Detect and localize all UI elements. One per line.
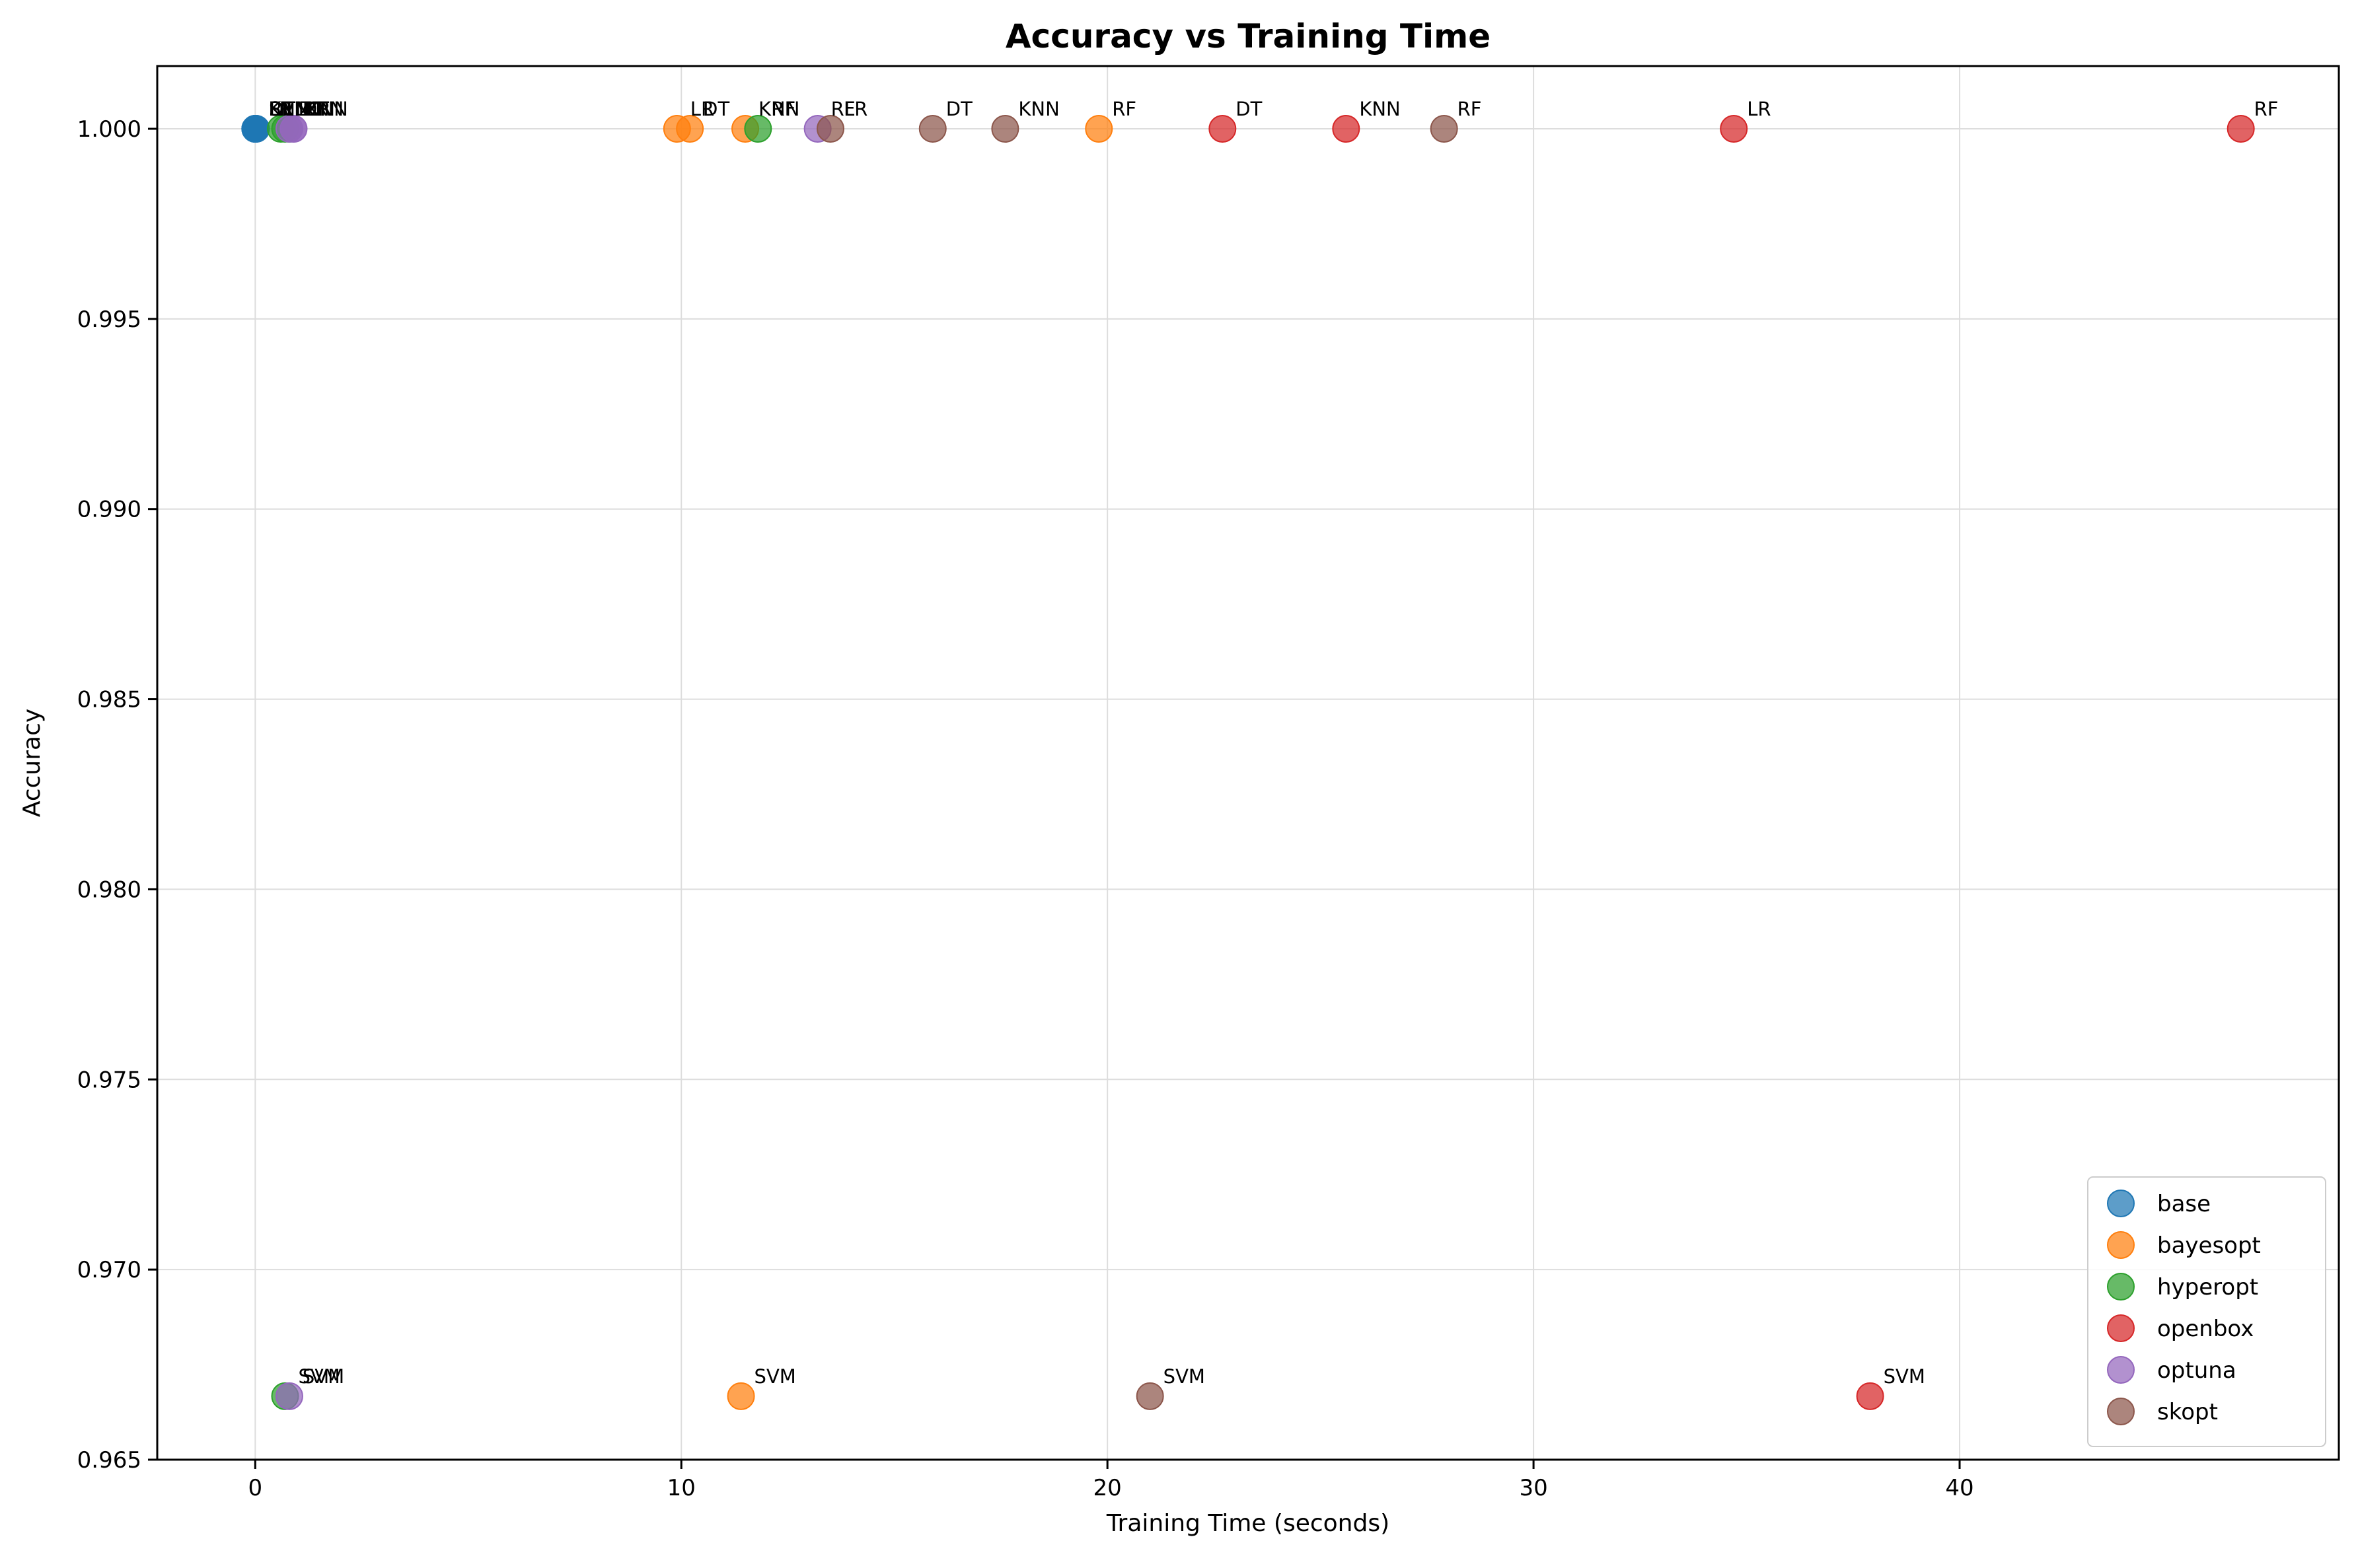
point-label: SVM: [298, 1365, 340, 1388]
point-label: DT: [1235, 98, 1262, 120]
legend-label: openbox: [2157, 1316, 2254, 1342]
y-tick-label: 0.985: [77, 687, 141, 713]
point-label: KNN: [1018, 98, 1059, 120]
x-tick-label: 10: [667, 1475, 696, 1501]
legend-marker-skopt: [2107, 1398, 2135, 1425]
point-label: LR: [294, 98, 318, 120]
point-label: RF: [270, 98, 294, 120]
data-point-skopt: [816, 114, 844, 143]
point-label: LR: [690, 98, 714, 120]
legend-marker-bayesopt: [2107, 1231, 2135, 1259]
x-axis-label: Training Time (seconds): [1106, 1510, 1389, 1537]
point-label: DT: [703, 98, 729, 120]
point-label: KNN: [303, 98, 344, 120]
x-tick-label: 40: [1945, 1475, 1973, 1501]
y-tick-label: 0.970: [77, 1257, 141, 1283]
y-tick-label: 0.990: [77, 497, 141, 523]
point-label: LR: [844, 98, 867, 120]
data-point-openbox: [1332, 114, 1360, 143]
data-point-bayesopt: [676, 114, 704, 143]
legend-marker-openbox: [2107, 1314, 2135, 1342]
y-tick-label: 0.965: [77, 1447, 141, 1474]
point-label: RF: [771, 98, 795, 120]
data-point-base: [241, 114, 270, 143]
y-tick-label: 0.975: [77, 1067, 141, 1093]
x-tick-label: 20: [1093, 1475, 1122, 1501]
legend-marker-base: [2107, 1190, 2135, 1217]
data-point-skopt: [991, 114, 1019, 143]
point-label: SVM: [1884, 1365, 1925, 1388]
legend-label: base: [2157, 1191, 2211, 1217]
point-label: RF: [1112, 98, 1136, 120]
legend-label: hyperopt: [2157, 1274, 2258, 1301]
x-tick-label: 0: [248, 1475, 263, 1501]
data-point-skopt: [918, 114, 947, 143]
point-label: KNN: [268, 98, 309, 120]
point-label: KNN: [1359, 98, 1400, 120]
point-label: DT: [303, 98, 329, 120]
y-axis: 0.965 0.970 0.975 0.980 0.985 0.990 0.995 1.000: [77, 116, 157, 1474]
plot-frame: [156, 65, 2340, 1461]
point-label: LR: [307, 98, 330, 120]
point-label: DT: [298, 98, 324, 120]
data-point-openbox: [1720, 114, 1748, 143]
point-label: RF: [2254, 98, 2279, 120]
data-point-skopt: [1430, 114, 1458, 143]
point-label: RF: [831, 98, 856, 120]
point-label: LR: [1747, 98, 1771, 120]
data-point-openbox: [1208, 114, 1237, 143]
point-label: SVM: [755, 1365, 796, 1388]
legend-label: optuna: [2157, 1357, 2236, 1384]
data-point-optuna: [279, 114, 308, 143]
data-point-hyperopt: [744, 114, 772, 143]
point-label: DT: [269, 98, 295, 120]
data-point-bayesopt: [1085, 114, 1113, 143]
point-label: KNN: [307, 98, 348, 120]
legend-box: [2087, 1176, 2326, 1447]
data-point-optuna: [275, 1382, 303, 1410]
y-axis-label: Accuracy: [18, 709, 46, 817]
y-tick-label: 0.980: [77, 876, 141, 903]
legend-marker-hyperopt: [2107, 1273, 2135, 1301]
data-point-skopt: [1136, 1382, 1164, 1410]
data-point-bayesopt: [727, 1382, 755, 1410]
y-tick-label: 1.000: [77, 116, 141, 143]
legend-label: bayesopt: [2157, 1232, 2261, 1259]
x-tick-label: 30: [1519, 1475, 1547, 1501]
point-label: KNN: [758, 98, 799, 120]
point-label: LR: [268, 98, 292, 120]
point-label: RF: [1457, 98, 1482, 120]
point-label: DT: [946, 98, 973, 120]
legend: base bayesopt hyperopt openbox optuna skopt: [2087, 1176, 2326, 1447]
chart-title: Accuracy vs Training Time: [1006, 17, 1491, 55]
y-tick-label: 0.995: [77, 306, 141, 333]
point-label: SVM: [303, 1365, 344, 1388]
point-label: SVM: [1163, 1365, 1205, 1388]
x-axis: 0 10 20 30 40: [248, 1460, 1974, 1501]
data-point-openbox: [1856, 1382, 1884, 1410]
data-point-openbox: [2227, 114, 2255, 143]
legend-marker-optuna: [2107, 1356, 2135, 1384]
data-points: [241, 114, 2255, 1410]
legend-label: skopt: [2157, 1399, 2218, 1425]
point-label: SVM: [269, 98, 311, 120]
